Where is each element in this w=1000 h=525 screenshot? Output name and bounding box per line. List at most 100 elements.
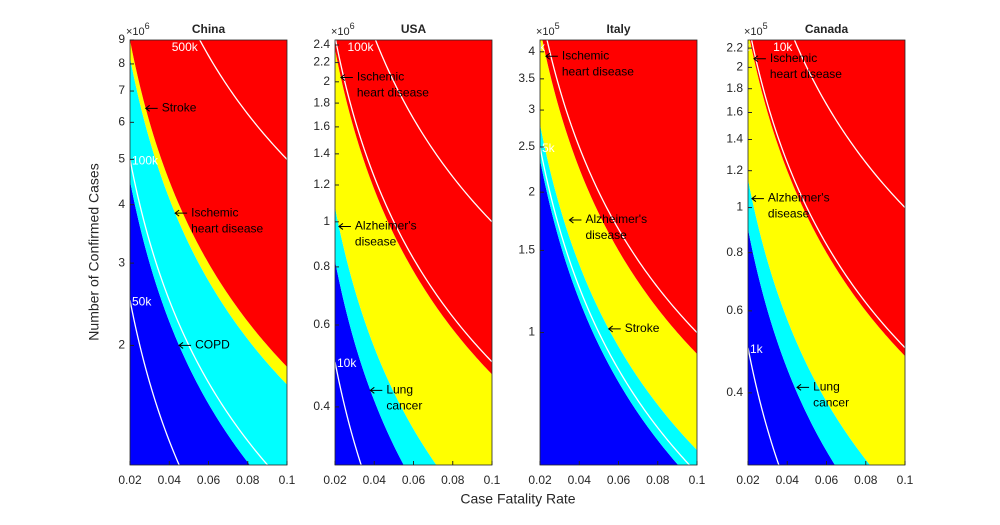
cause-arrow [796,383,810,391]
x-tick-label: 0.06 [197,473,221,487]
y-tick-label: 0.4 [726,385,743,399]
contour-line [374,40,492,223]
axis-exponent: ×106 [126,21,150,38]
x-tick-label: 0.1 [897,473,914,487]
axis-exponent: ×105 [744,21,768,38]
axis-exponent: ×105 [536,21,560,38]
cause-label: heart disease [191,221,263,235]
y-tick-label: 8 [118,56,125,70]
y-tick-label: 0.8 [726,245,743,259]
panel-title: USA [401,22,427,36]
plot-area [335,40,492,465]
contour-label: 1k [750,342,764,356]
y-tick-label: 1.8 [313,95,330,109]
panel-title: Italy [606,22,630,36]
y-tick-label: 1.4 [726,132,743,146]
y-tick-label: 5 [118,152,125,166]
y-axis-label: Number of Confirmed Cases [86,163,102,340]
cause-label: COPD [195,338,230,352]
y-tick-label: 2 [323,74,330,88]
y-tick-label: 0.6 [313,317,330,331]
band [130,57,287,465]
y-tick-label: 1 [323,214,330,228]
y-tick-label: 3.5 [518,71,535,85]
band [335,40,492,375]
exponent-base: ×10 [126,26,145,38]
y-tick-label: 0.8 [313,259,330,273]
y-tick-label: 3 [118,255,125,269]
y-tick-label: 4 [528,44,535,58]
cause-label: Alzheimer's [355,219,417,233]
y-tick-label: 2 [736,60,743,74]
band [130,180,250,465]
cause-label: Lung [813,379,840,393]
contour-line [199,40,287,160]
y-tick-label: 1.4 [313,146,330,160]
exponent-base: ×10 [536,26,555,38]
exponent-power: 6 [145,21,150,31]
y-tick-label: 3 [528,102,535,116]
band [335,260,404,465]
contour-label: 5k [542,141,556,155]
y-tick-label: 2.5 [518,139,535,153]
y-tick-label: 2 [528,184,535,198]
x-axis-label: Case Fatality Rate [460,491,575,507]
cause-label: Ischemic [357,70,404,84]
y-tick-label: 2.2 [726,40,743,54]
band [540,159,679,465]
x-tick-label: 0.08 [236,473,260,487]
x-tick-label: 0.02 [118,473,142,487]
cause-label: Ischemic [191,205,238,219]
exponent-power: 5 [555,21,560,31]
y-tick-label: 2 [118,338,125,352]
x-tick-label: 0.1 [279,473,296,487]
exponent-power: 6 [350,21,355,31]
cause-arrow [568,216,582,224]
exponent-base: ×10 [744,26,763,38]
x-tick-label: 0.02 [528,473,552,487]
contour-label: 5k [737,40,751,54]
contour-label: 100k [132,154,159,168]
cause-label: disease [768,207,810,221]
contour-line [546,40,697,334]
band [335,49,492,465]
x-tick-label: 0.06 [607,473,631,487]
x-tick-label: 0.08 [854,473,878,487]
band [335,207,437,465]
contour-label: 10k [337,356,357,370]
y-tick-label: 1 [528,325,535,339]
cause-label: Stroke [625,321,660,335]
y-tick-label: 2.4 [313,37,330,51]
contour-label: 500k [172,40,199,54]
cause-arrow [607,325,621,333]
cause-arrow [144,104,158,112]
contour-label: 50k [314,40,334,54]
cause-label: heart disease [770,67,842,81]
cause-label: Lung [386,382,413,396]
plot-area [748,40,905,465]
axis-exponent: ×106 [331,21,355,38]
y-tick-label: 1.2 [313,177,330,191]
contour-line [748,347,780,465]
contour-label: 10k [526,40,546,54]
contour-label: 100k [347,40,374,54]
contour-label: 10k [773,40,793,54]
band [542,40,697,354]
band [748,40,905,465]
y-tick-label: 1.5 [518,243,535,257]
band [748,179,870,465]
x-tick-label: 0.06 [815,473,839,487]
y-tick-label: 7 [118,83,125,97]
y-tick-label: 1.6 [313,119,330,133]
cause-label: cancer [813,395,849,409]
y-tick-label: 9 [118,32,125,46]
band [540,40,697,450]
cause-arrow [751,195,764,202]
y-tick-label: 1.6 [726,105,743,119]
cause-label: Ischemic [770,51,817,65]
x-tick-label: 0.08 [441,473,465,487]
cause-label: cancer [386,398,422,412]
x-tick-label: 0.06 [402,473,426,487]
band [130,40,287,367]
